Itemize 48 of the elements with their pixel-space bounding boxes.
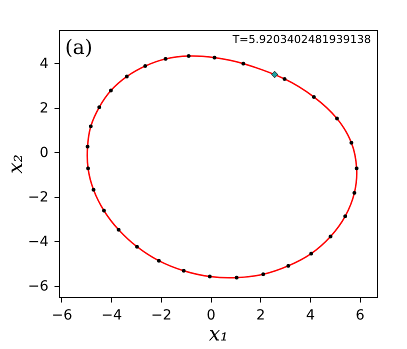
y-axis-title: x₂	[2, 154, 27, 174]
y-tick-label: −4	[28, 234, 49, 250]
x-tick-label: −4	[101, 308, 122, 324]
point	[286, 264, 290, 268]
x-tick-label: 4	[306, 308, 315, 324]
point	[335, 116, 339, 120]
point	[164, 57, 168, 61]
point	[86, 144, 90, 148]
x-axis-title: x₁	[208, 322, 228, 346]
annotation: T=5.9203402481939138	[232, 33, 371, 46]
point	[350, 140, 354, 145]
point	[261, 272, 266, 276]
point	[312, 95, 316, 99]
x-tick-label: −2	[151, 308, 172, 324]
point	[186, 54, 191, 58]
point	[271, 71, 278, 78]
annotation: (a)	[65, 35, 93, 59]
x-tick-label: 6	[356, 308, 365, 324]
point	[135, 244, 139, 249]
y-tick-label: −6	[28, 278, 49, 294]
point	[352, 191, 356, 195]
x-tick-label: −6	[52, 308, 72, 324]
point	[116, 228, 120, 232]
point	[309, 252, 314, 256]
y-tick-label: −2	[28, 189, 48, 206]
y-tick-label: 2	[40, 100, 48, 116]
point	[343, 214, 348, 218]
point	[88, 124, 93, 128]
point	[86, 166, 90, 170]
point	[92, 188, 96, 192]
x-tick-label: 2	[256, 308, 266, 324]
point	[97, 105, 102, 110]
point	[109, 88, 113, 92]
point	[102, 208, 106, 213]
point	[241, 62, 246, 66]
point	[124, 74, 129, 78]
point	[157, 258, 161, 263]
y-tick-label: 0	[40, 144, 48, 161]
point	[143, 64, 148, 68]
point	[328, 234, 332, 238]
point	[208, 274, 212, 278]
point	[282, 77, 286, 81]
point	[354, 166, 358, 170]
x-tick-label: 0	[206, 308, 216, 324]
point	[212, 56, 216, 60]
point	[234, 276, 239, 280]
point	[182, 268, 186, 273]
y-tick-label: 4	[40, 56, 49, 72]
